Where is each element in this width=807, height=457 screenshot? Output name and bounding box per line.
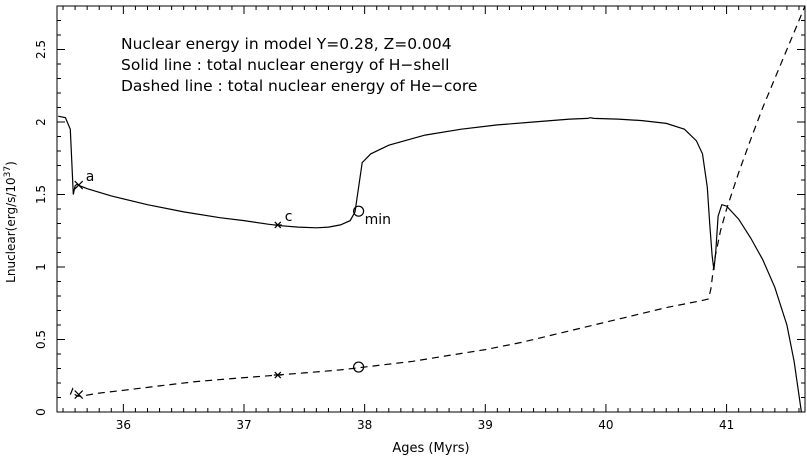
axis-ticks: 36 37 38 39 40 41 0 0.5 1 1.5 2 2.5 bbox=[34, 6, 805, 432]
x-tick-label: 37 bbox=[236, 418, 251, 432]
series-line-dashed bbox=[69, 5, 806, 397]
y-tick-label: 1.5 bbox=[34, 185, 48, 204]
y-tick-label: 2 bbox=[34, 118, 48, 126]
x-tick-label: 36 bbox=[116, 418, 131, 432]
marker-x bbox=[74, 180, 84, 190]
title-line-3: Dashed line : total nuclear energy of He… bbox=[121, 77, 477, 95]
title-block: Nuclear energy in model Y=0.28, Z=0.004 S… bbox=[121, 35, 477, 95]
marker-circle bbox=[353, 205, 365, 217]
data-series bbox=[58, 5, 806, 413]
x-tick-label: 41 bbox=[719, 418, 734, 432]
plot-area: 36 37 38 39 40 41 0 0.5 1 1.5 2 2.5 a c min bbox=[34, 5, 806, 432]
y-axis-label: Lnuclear(erg/s/1037) bbox=[3, 161, 18, 283]
x-tick-label: 40 bbox=[598, 418, 613, 432]
x-tick-label: 38 bbox=[357, 418, 372, 432]
series-line-solid bbox=[58, 115, 802, 413]
marker-label-a: a bbox=[86, 169, 95, 185]
y-axis-label-main: Lnuclear(erg/s/10 bbox=[4, 177, 18, 283]
y-axis-label-sup: 37 bbox=[3, 166, 13, 177]
data-markers: a c min bbox=[74, 169, 391, 400]
marker-star bbox=[273, 371, 282, 379]
marker-label-min: min bbox=[365, 212, 391, 228]
y-axis-label-close: ) bbox=[4, 161, 18, 166]
y-tick-label: 1 bbox=[34, 263, 48, 271]
title-line-1: Nuclear energy in model Y=0.28, Z=0.004 bbox=[121, 35, 452, 53]
marker-circle bbox=[353, 361, 365, 373]
y-tick-label: 0.5 bbox=[34, 330, 48, 349]
marker-x bbox=[74, 390, 84, 400]
title-line-2: Solid line : total nuclear energy of H−s… bbox=[121, 56, 449, 74]
x-axis-label: Ages (Myrs) bbox=[392, 441, 469, 456]
y-tick-label: 2.5 bbox=[34, 40, 48, 59]
marker-star bbox=[273, 221, 282, 229]
y-tick-label: 0 bbox=[34, 408, 48, 416]
x-tick-label: 39 bbox=[478, 418, 493, 432]
marker-label-c: c bbox=[285, 209, 293, 225]
